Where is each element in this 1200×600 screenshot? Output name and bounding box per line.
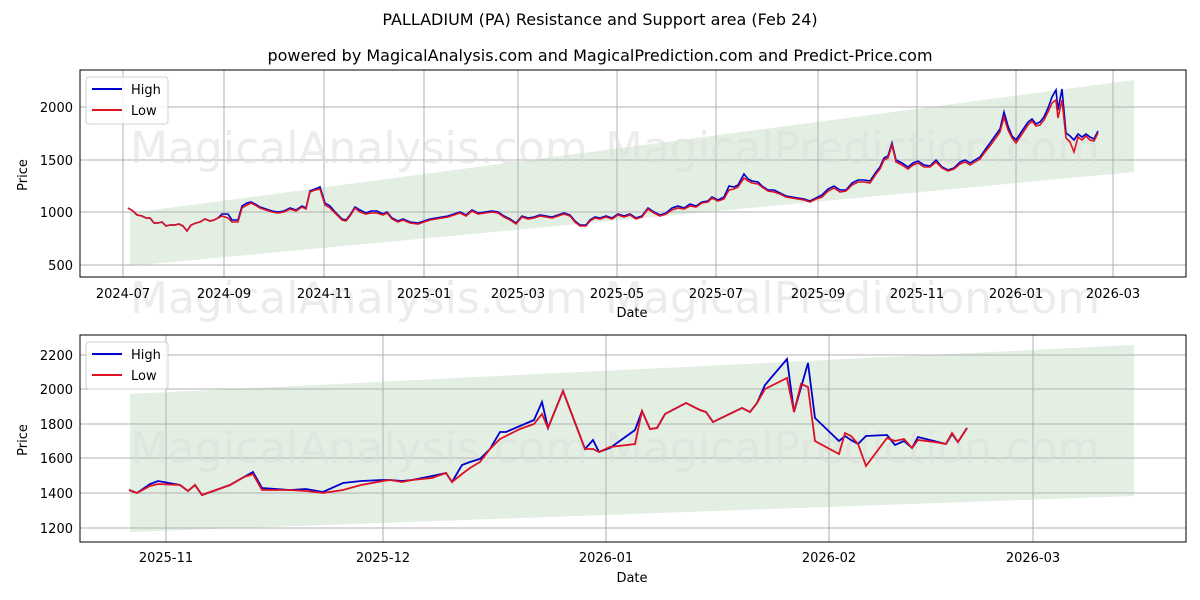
legend-low-label: Low — [131, 104, 157, 119]
svg-text:2200: 2200 — [40, 349, 73, 364]
bottom-chart: MagicalAnalysis.com MagicalPrediction.co… — [16, 334, 1187, 586]
svg-text:2025-05: 2025-05 — [590, 287, 644, 302]
top-x-ticks: 2024-07 2024-09 2024-11 2025-01 2025-03 … — [96, 287, 1140, 302]
svg-text:2026-03: 2026-03 — [1086, 287, 1140, 302]
svg-text:2024-11: 2024-11 — [297, 287, 351, 302]
svg-text:2025-12: 2025-12 — [356, 551, 410, 566]
legend-high-label: High — [131, 83, 161, 98]
watermark-analysis-bottom: MagicalAnalysis.com — [130, 423, 588, 474]
chart-subtitle: powered by MagicalAnalysis.com and Magic… — [267, 46, 933, 65]
legend-high-label: High — [131, 348, 161, 363]
top-grid — [80, 70, 1186, 277]
bottom-grid — [80, 335, 1186, 542]
svg-text:2025-11: 2025-11 — [139, 551, 193, 566]
svg-text:2025-07: 2025-07 — [689, 287, 743, 302]
svg-text:2025-11: 2025-11 — [890, 287, 944, 302]
svg-text:1400: 1400 — [40, 487, 73, 502]
svg-text:2025-09: 2025-09 — [791, 287, 845, 302]
top-y-axis-label: Price — [16, 159, 31, 191]
svg-text:2026-01: 2026-01 — [579, 551, 633, 566]
svg-text:2026-02: 2026-02 — [802, 551, 856, 566]
bottom-low-line — [128, 376, 968, 497]
bottom-x-axis-label: Date — [616, 571, 647, 586]
svg-text:2026-01: 2026-01 — [989, 287, 1043, 302]
bottom-y-axis-label: Price — [16, 424, 31, 456]
svg-text:1000: 1000 — [40, 206, 73, 221]
top-high-line — [127, 87, 1099, 233]
svg-text:2000: 2000 — [40, 383, 73, 398]
svg-text:2024-09: 2024-09 — [197, 287, 251, 302]
svg-text:1800: 1800 — [40, 418, 73, 433]
svg-text:2025-01: 2025-01 — [397, 287, 451, 302]
svg-text:1500: 1500 — [40, 154, 73, 169]
svg-text:2025-03: 2025-03 — [491, 287, 545, 302]
svg-text:2024-07: 2024-07 — [96, 287, 150, 302]
svg-text:2000: 2000 — [40, 101, 73, 116]
bottom-support-resistance-band — [130, 345, 1134, 532]
bottom-y-ticks: 2200 2000 1800 1600 1400 1200 — [40, 349, 73, 537]
top-x-axis-label: Date — [616, 306, 647, 321]
watermark-prediction-2: MagicalPrediction.com — [605, 273, 1100, 324]
top-legend: High Low — [85, 76, 169, 125]
bottom-x-ticks: 2025-11 2025-12 2026-01 2026-02 2026-03 — [139, 551, 1060, 566]
top-low-line — [127, 98, 1099, 233]
watermark-analysis: MagicalAnalysis.com — [130, 123, 588, 174]
top-axes-frame — [79, 69, 1187, 278]
svg-text:1200: 1200 — [40, 522, 73, 537]
watermark-analysis-2: MagicalAnalysis.com — [130, 273, 588, 324]
top-support-resistance-band — [130, 80, 1134, 266]
top-y-ticks: 2000 1500 1000 500 — [40, 101, 73, 274]
svg-text:500: 500 — [48, 259, 73, 274]
watermark-prediction: MagicalPrediction.com — [605, 123, 1100, 174]
svg-text:1600: 1600 — [40, 452, 73, 467]
watermark-prediction-bottom: MagicalPrediction.com — [605, 423, 1100, 474]
bottom-axes-frame — [79, 334, 1187, 543]
bottom-legend: High Low — [85, 341, 169, 390]
chart-title: PALLADIUM (PA) Resistance and Support ar… — [382, 10, 818, 29]
legend-low-label: Low — [131, 369, 157, 384]
top-chart: MagicalAnalysis.com MagicalPrediction.co… — [16, 69, 1187, 324]
svg-text:2026-03: 2026-03 — [1006, 551, 1060, 566]
